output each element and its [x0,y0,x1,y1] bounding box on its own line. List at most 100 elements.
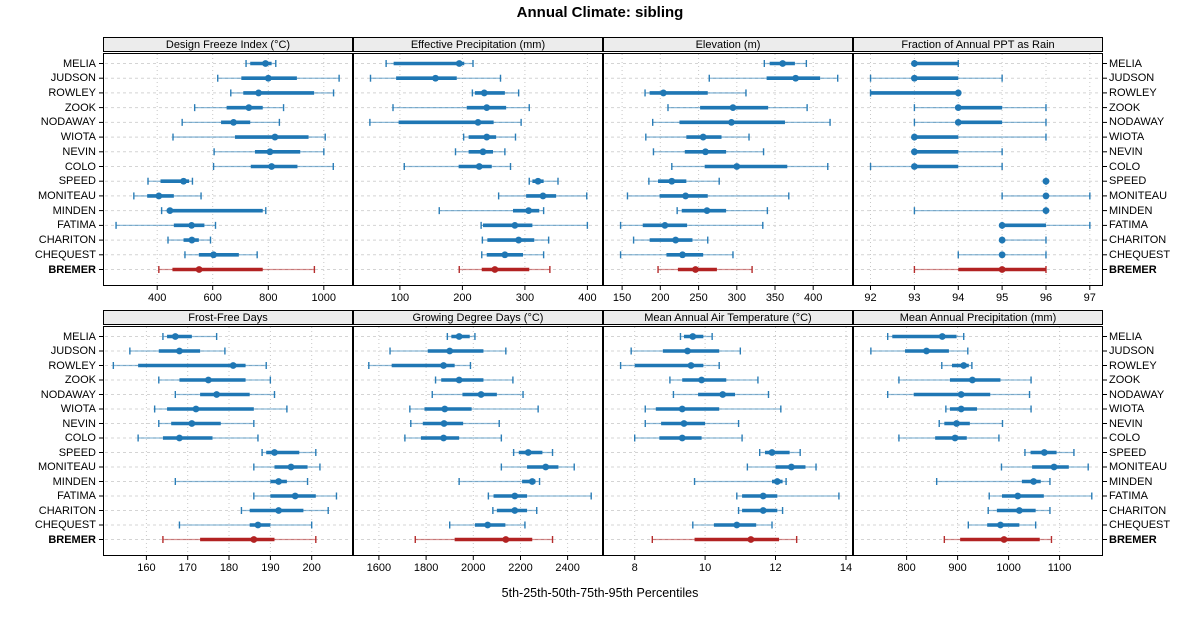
axis-tick-label: 200 [303,562,321,574]
station-label-right-nevin: NEVIN [1109,417,1143,430]
panel-mean-annual-precipitation-mm- [853,326,1103,556]
axis-tick-label: 350 [766,292,784,304]
percentile-bar-bremer [162,536,317,543]
station-label-right-speed: SPEED [1109,446,1147,459]
percentile-bar-colo [137,434,259,442]
axis-tick-label: 92 [864,292,876,304]
percentile-bar-minden [913,207,1050,215]
station-label-right-rowley: ROWLEY [1109,86,1157,99]
axis-tick-label: 800 [259,292,277,304]
percentile-bar-nevin [410,420,500,427]
percentile-bar-zook [392,104,530,112]
station-label-left-melia: MELIA [62,330,96,343]
axis-tick-label: 600 [204,292,222,304]
station-label-left-chariton: CHARITON [38,504,96,517]
panel-fraction-of-annual-ppt-as-rain [853,53,1103,286]
panel-strip-elevation-m-: Elevation (m) [603,37,853,52]
x-axis-frost-free-days: 160 170 180 190 200 [103,556,353,574]
station-label-right-moniteau: MONITEAU [1109,189,1168,202]
station-label-right-melia: MELIA [1109,330,1143,343]
axis-tick-label: 95 [996,292,1008,304]
panel-plot-mean-annual-precipitation-mm- [853,326,1103,556]
x-axis-mean-annual-precipitation-mm-: 800 900 1000 1100 [853,556,1103,574]
axis-tick-label: 10 [699,562,711,574]
station-label-left-speed: SPEED [58,446,96,459]
percentile-bar-melia [679,333,713,340]
percentile-bar-colo [898,434,1000,442]
x-axis-mean-annual-air-temperature-c-: 8 10 12 14 [603,556,853,574]
percentile-bar-speed [1042,177,1050,185]
row-ticks-svg [1103,63,1107,270]
station-label-right-fatima: FATIMA [1109,490,1148,502]
percentile-bar-fatima [253,492,338,500]
station-label-right-nodaway: NODAWAY [1109,388,1165,401]
percentile-bar-judson [369,74,502,82]
x-axis-fraction-of-annual-ppt-as-rain: 92 93 94 95 96 97 [853,286,1103,304]
percentile-bar-rowley [869,89,962,97]
percentile-bar-moniteau [500,463,575,471]
percentile-bar-melia [763,60,808,67]
percentile-bar-nevin [213,148,325,156]
station-label-right-melia: MELIA [1109,57,1143,70]
percentile-bar-speed [648,177,720,185]
percentile-bar-fatima [487,492,592,500]
station-label-right-wiota: WIOTA [1109,131,1145,144]
station-label-left-wiota: WIOTA [60,131,96,144]
percentile-bar-chequest [184,251,258,259]
axis-tick-label: 160 [137,562,155,574]
axis-tick-label: 800 [897,562,915,574]
axis-tick-label: 96 [1040,292,1052,304]
station-label-left-fatima: FATIMA [57,490,96,502]
percentile-bar-melia [886,333,965,340]
percentile-bar-nevin [938,420,1004,427]
axis-tick-label: 2200 [508,562,532,574]
percentile-bar-chequest [957,251,1047,259]
percentile-bar-rowley [230,89,335,97]
percentile-bar-rowley [941,362,973,369]
percentile-bar-fatima [736,492,840,500]
x-axis-svg: 150 200 250 300 350 400 [613,286,822,304]
percentile-bar-chariton [167,236,212,244]
percentile-bar-minden [676,207,769,215]
axis-tick-label: 300 [728,292,746,304]
station-label-left-colo: COLO [64,432,96,444]
percentile-bar-judson [630,347,742,355]
percentile-bar-speed [758,449,801,456]
percentile-bar-nodaway [651,118,831,126]
percentile-bar-moniteau [497,192,588,200]
percentile-bar-chariton [240,507,329,514]
percentile-bar-zook [193,104,285,112]
percentile-bar-wiota [172,133,326,141]
station-label-left-chequest: CHEQUEST [34,519,96,531]
station-label-left-bremer: BREMER [48,263,96,276]
station-label-left-rowley: ROWLEY [48,86,96,99]
x-axis-growing-degree-days-c-: 1600 1800 2000 2200 2400 [353,556,603,574]
panel-strip-growing-degree-days-c-: Growing Degree Days (°C) [353,310,603,325]
percentile-bar-rowley [471,89,520,97]
station-label-right-colo: COLO [1109,432,1141,444]
percentile-bar-moniteau [253,463,321,471]
x-axis-svg: 92 93 94 95 96 97 [864,286,1096,304]
station-label-right-minden: MINDEN [1109,475,1153,488]
x-axis-svg: 400 600 800 1000 [148,286,336,304]
x-axis-design-freeze-index-c-: 400 600 800 1000 [103,286,353,304]
panel-growing-degree-days-c- [353,326,603,556]
station-label-left-zook: ZOOK [64,374,96,386]
station-label-right-wiota: WIOTA [1109,403,1145,415]
percentile-bar-melia [911,60,959,67]
x-axis-svg: 800 900 1000 1100 [897,556,1072,574]
percentile-bar-nodaway [672,391,770,398]
station-label-left-minden: MINDEN [52,475,96,488]
panel-strip-effective-precipitation-mm-: Effective Precipitation (mm) [353,37,603,52]
x-axis-svg: 100 200 300 400 [391,286,597,304]
percentile-bar-melia [162,333,218,340]
percentile-bar-judson [389,347,507,355]
percentile-bar-zook [434,376,514,384]
percentile-bar-chariton [987,507,1051,514]
percentile-bar-judson [708,74,839,82]
percentile-bar-minden [458,478,541,485]
axis-tick-label: 1100 [1048,562,1072,574]
panel-plot-growing-degree-days-c- [353,326,603,556]
station-label-left-minden: MINDEN [52,204,96,217]
